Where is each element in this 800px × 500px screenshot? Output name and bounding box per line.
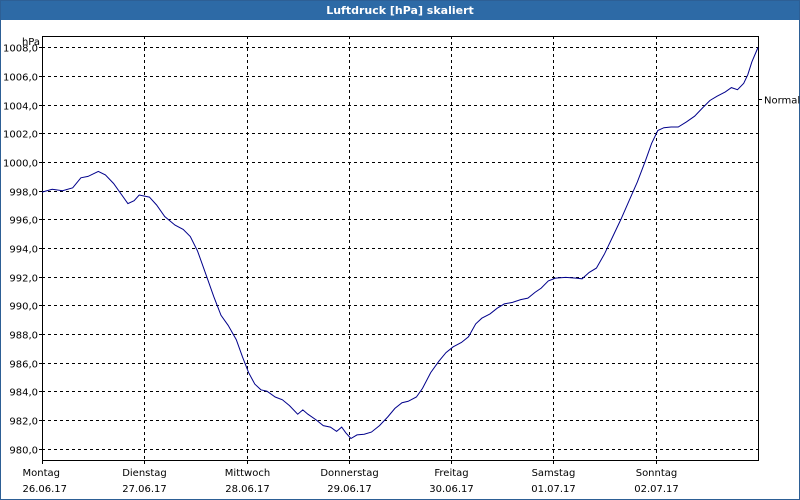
x-date-label: 29.06.17 (327, 484, 372, 495)
chart-title: Luftdruck [hPa] skaliert (1, 1, 799, 20)
x-axis: Montag 26.06.17 Dienstag 27.06.17 Mittwoch 28… (23, 460, 679, 495)
x-date-label: 28.06.17 (225, 484, 270, 495)
x-date-label: 26.06.17 (23, 484, 68, 495)
x-day-label: Freitag (434, 468, 468, 479)
y-axis-unit-label: hPa (22, 37, 40, 48)
y-tick-label: 986,0 (9, 360, 38, 371)
y-tick-label: 1002,0 (3, 130, 38, 141)
y-tick-label: 1008,0 (3, 44, 38, 55)
x-day-label: Dienstag (122, 468, 167, 479)
series-layer (41, 47, 759, 440)
x-date-label: 27.06.17 (122, 484, 167, 495)
x-day-label: Donnerstag (320, 468, 378, 479)
grid (42, 36, 758, 460)
pressure-series-line (41, 47, 759, 440)
y-tick-label: 988,0 (9, 331, 38, 342)
y-tick-label: 1004,0 (3, 102, 38, 113)
plot-area (42, 36, 759, 461)
y-tick-label: 990,0 (9, 302, 38, 313)
y-tick-label: 994,0 (9, 245, 38, 256)
y-tick-label: 1000,0 (3, 159, 38, 170)
y-tick-label: 982,0 (9, 417, 38, 428)
y-tick-label: 998,0 (9, 188, 38, 199)
y-tick-label: 1006,0 (3, 73, 38, 84)
x-day-label: Mittwoch (225, 468, 270, 479)
y-tick-label: 980,0 (9, 446, 38, 457)
x-date-label: 01.07.17 (531, 484, 576, 495)
y-tick-label: 992,0 (9, 274, 38, 285)
x-date-label: 02.07.17 (634, 484, 679, 495)
x-day-label: Samstag (532, 468, 576, 479)
y-tick-label: 996,0 (9, 216, 38, 227)
normal-marker-label: Normal (764, 96, 800, 107)
x-day-label: Sonntag (636, 468, 678, 479)
x-day-label: Montag (23, 468, 60, 479)
y-axis: hPa 980,0 982,0 984,0 986,0 988,0 990,0 992,0 99… (3, 37, 42, 457)
reference-layer: Normal (758, 96, 800, 107)
x-date-label: 30.06.17 (429, 484, 474, 495)
y-tick-label: 984,0 (9, 388, 38, 399)
